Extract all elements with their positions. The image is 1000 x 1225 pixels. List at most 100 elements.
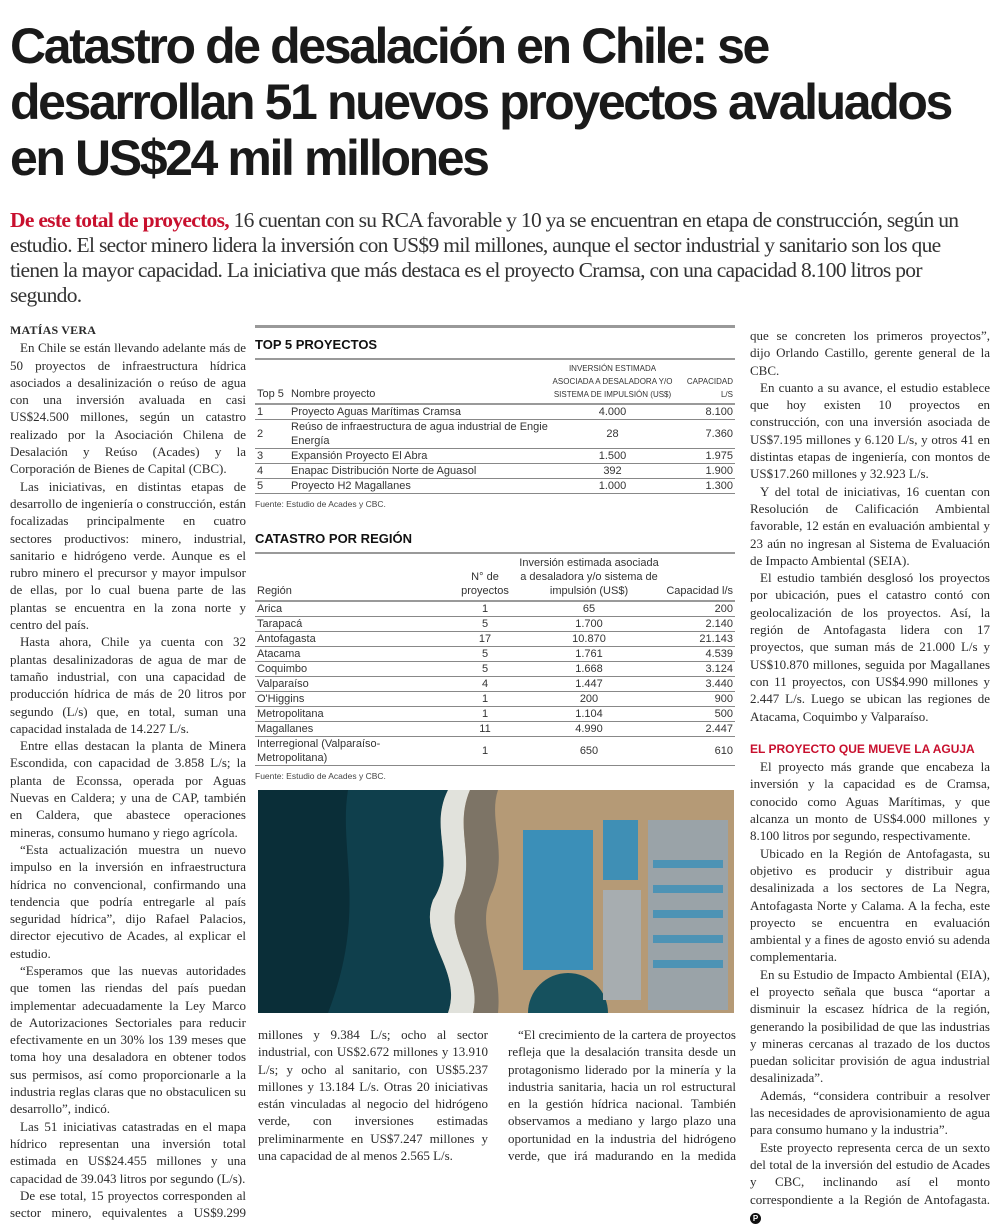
- table-cell: 3.440: [663, 676, 735, 692]
- table-cell: 1: [455, 706, 515, 722]
- paragraph: “El crecimiento de la cartera de proyect…: [508, 1027, 736, 1164]
- table-cell: Reúso de infraestructura de agua industr…: [289, 419, 550, 449]
- col-header: Nombre proyecto: [291, 388, 376, 400]
- end-mark-icon: P: [750, 1212, 761, 1224]
- paragraph-text: Este proyecto representa cerca de un sex…: [750, 1139, 990, 1207]
- col-header: Capacidad l/s: [686, 377, 733, 399]
- table-cell: 2: [255, 419, 289, 449]
- table-cell: 28: [550, 419, 675, 449]
- col-header: Región: [257, 585, 292, 597]
- col-header: Inversión estimada asociada a desaladora…: [519, 557, 659, 597]
- table-cell: 1.761: [515, 646, 663, 662]
- top5-title: TOP 5 PROYECTOS: [255, 337, 378, 352]
- table-cell: Coquimbo: [255, 661, 455, 677]
- table-row: Tarapacá 5 1.700 2.140: [255, 616, 735, 632]
- table-cell: 1.500: [550, 448, 675, 464]
- left-column: MATÍAS VERA En Chile se están llevando a…: [10, 322, 246, 1221]
- table-cell: O'Higgins: [255, 691, 455, 707]
- table-cell: 1.975: [675, 448, 735, 464]
- table-row: O'Higgins 1 200 900: [255, 691, 735, 707]
- col-header: Capacidad l/s: [666, 585, 733, 597]
- table-cell: 900: [663, 691, 735, 707]
- table-cell: 1.900: [675, 463, 735, 479]
- table-cell: 5: [255, 478, 289, 494]
- deck: De este total de proyectos, 16 cuentan c…: [10, 208, 990, 308]
- paragraph: Entre ellas destacan la planta de Minera…: [10, 738, 246, 840]
- paragraph: Ubicado en la Región de Antofagasta, su …: [750, 845, 990, 965]
- table-cell: 4.000: [550, 404, 675, 420]
- paragraph: Las iniciativas, en distintas etapas de …: [10, 478, 246, 633]
- table-cell: 1: [255, 404, 289, 420]
- paragraph: En Chile se están llevando adelante más …: [10, 340, 246, 477]
- deck-lead: De este total de proyectos,: [10, 208, 230, 232]
- table-cell: 2.140: [663, 616, 735, 632]
- table-row: 3 Expansión Proyecto El Abra 1.500 1.975: [255, 448, 735, 464]
- byline: MATÍAS VERA: [10, 323, 97, 337]
- region-source: Fuente: Estudio de Acades y CBC.: [255, 771, 386, 781]
- table-cell: Proyecto Aguas Marítimas Cramsa: [289, 404, 550, 420]
- table-row: Interregional (Valparaíso- Metropolitana…: [255, 736, 735, 766]
- table-row: Valparaíso 4 1.447 3.440: [255, 676, 735, 692]
- table-cell: 3.124: [663, 661, 735, 677]
- table-cell: 10.870: [515, 631, 663, 647]
- middle-column-1: millones y 9.384 L/s; ocho al sector ind…: [258, 1026, 488, 1164]
- right-column: que se concreten los primeros proyectos”…: [750, 327, 990, 1225]
- deck-text: 16 cuentan con su RCA favorable y 10 ya …: [10, 208, 959, 307]
- table-row: 4 Enapac Distribución Norte de Aguasol 392…: [255, 463, 735, 479]
- table-cell: 1.000: [550, 478, 675, 494]
- paragraph: El estudio también desglosó los proyecto…: [750, 570, 990, 724]
- region-table: Región N° de proyectos Inversión estimad…: [255, 552, 735, 766]
- col-header: Top 5: [257, 388, 284, 400]
- paragraph: millones y 9.384 L/s; ocho al sector ind…: [258, 1027, 488, 1164]
- table-row: 1 Proyecto Aguas Marítimas Cramsa 4.000 8.1…: [255, 404, 735, 420]
- table-cell: Valparaíso: [255, 676, 455, 692]
- col-header: Inversión estimada asociada a desaladora…: [552, 364, 673, 399]
- top5-source: Fuente: Estudio de Acades y CBC.: [255, 499, 386, 509]
- top5-table: Top 5 Nombre proyecto Inversión estimada…: [255, 358, 735, 494]
- table-row: 5 Proyecto H2 Magallanes 1.000 1.300: [255, 478, 735, 494]
- table-cell: 4.539: [663, 646, 735, 662]
- paragraph: Además, “considera contribuir a resolver…: [750, 1087, 990, 1138]
- table-cell: 4: [455, 676, 515, 692]
- table-row: Atacama 5 1.761 4.539: [255, 646, 735, 662]
- paragraph: Este proyecto representa cerca de un sex…: [750, 1139, 990, 1225]
- table-cell: 1: [455, 736, 515, 766]
- table-row: Magallanes 11 4.990 2.447: [255, 721, 735, 737]
- table-cell: 1.104: [515, 706, 663, 722]
- table-cell: 21.143: [663, 631, 735, 647]
- headline: Catastro de desalación en Chile: se desa…: [10, 18, 953, 186]
- table-cell: 65: [515, 601, 663, 617]
- table-cell: Expansión Proyecto El Abra: [289, 448, 550, 464]
- table-row: 2 Reúso de infraestructura de agua indust…: [255, 419, 735, 449]
- table-cell: Antofagasta: [255, 631, 455, 647]
- col-header: N° de proyectos: [461, 571, 509, 597]
- table-cell: Metropolitana: [255, 706, 455, 722]
- table-cell: 2.447: [663, 721, 735, 737]
- table-cell: 8.100: [675, 404, 735, 420]
- table-cell: 1.700: [515, 616, 663, 632]
- table-cell: Atacama: [255, 646, 455, 662]
- table-cell: 17: [455, 631, 515, 647]
- paragraph: Y del total de iniciativas, 16 cuentan c…: [750, 483, 990, 568]
- table-cell: 1.447: [515, 676, 663, 692]
- table-row: Metropolitana 1 1.104 500: [255, 706, 735, 722]
- table-cell: 650: [515, 736, 663, 766]
- table-cell: 5: [455, 616, 515, 632]
- paragraph: “Esperamos que las nuevas autoridades qu…: [10, 962, 246, 1117]
- table-cell: 4.990: [515, 721, 663, 737]
- paragraph: En su Estudio de Impacto Ambiental (EIA)…: [750, 966, 990, 1086]
- table-cell: 392: [550, 463, 675, 479]
- table-cell: 200: [663, 601, 735, 617]
- region-title: CATASTRO POR REGIÓN: [255, 531, 412, 546]
- table-cell: 5: [455, 646, 515, 662]
- paragraph: Hasta ahora, Chile ya cuenta con 32 plan…: [10, 634, 246, 736]
- table-cell: 1.668: [515, 661, 663, 677]
- paragraph: Las 51 iniciativas catastradas en el map…: [10, 1118, 246, 1186]
- desalination-plant-aerial-photo: [258, 790, 734, 1013]
- table-cell: 1: [455, 601, 515, 617]
- table-cell: Enapac Distribución Norte de Aguasol: [289, 463, 550, 479]
- paragraph: De ese total, 15 proyectos corresponden …: [10, 1187, 246, 1221]
- table-row: Coquimbo 5 1.668 3.124: [255, 661, 735, 677]
- table-cell: 7.360: [675, 419, 735, 449]
- subheading: EL PROYECTO QUE MUEVE LA AGUJA: [750, 741, 975, 756]
